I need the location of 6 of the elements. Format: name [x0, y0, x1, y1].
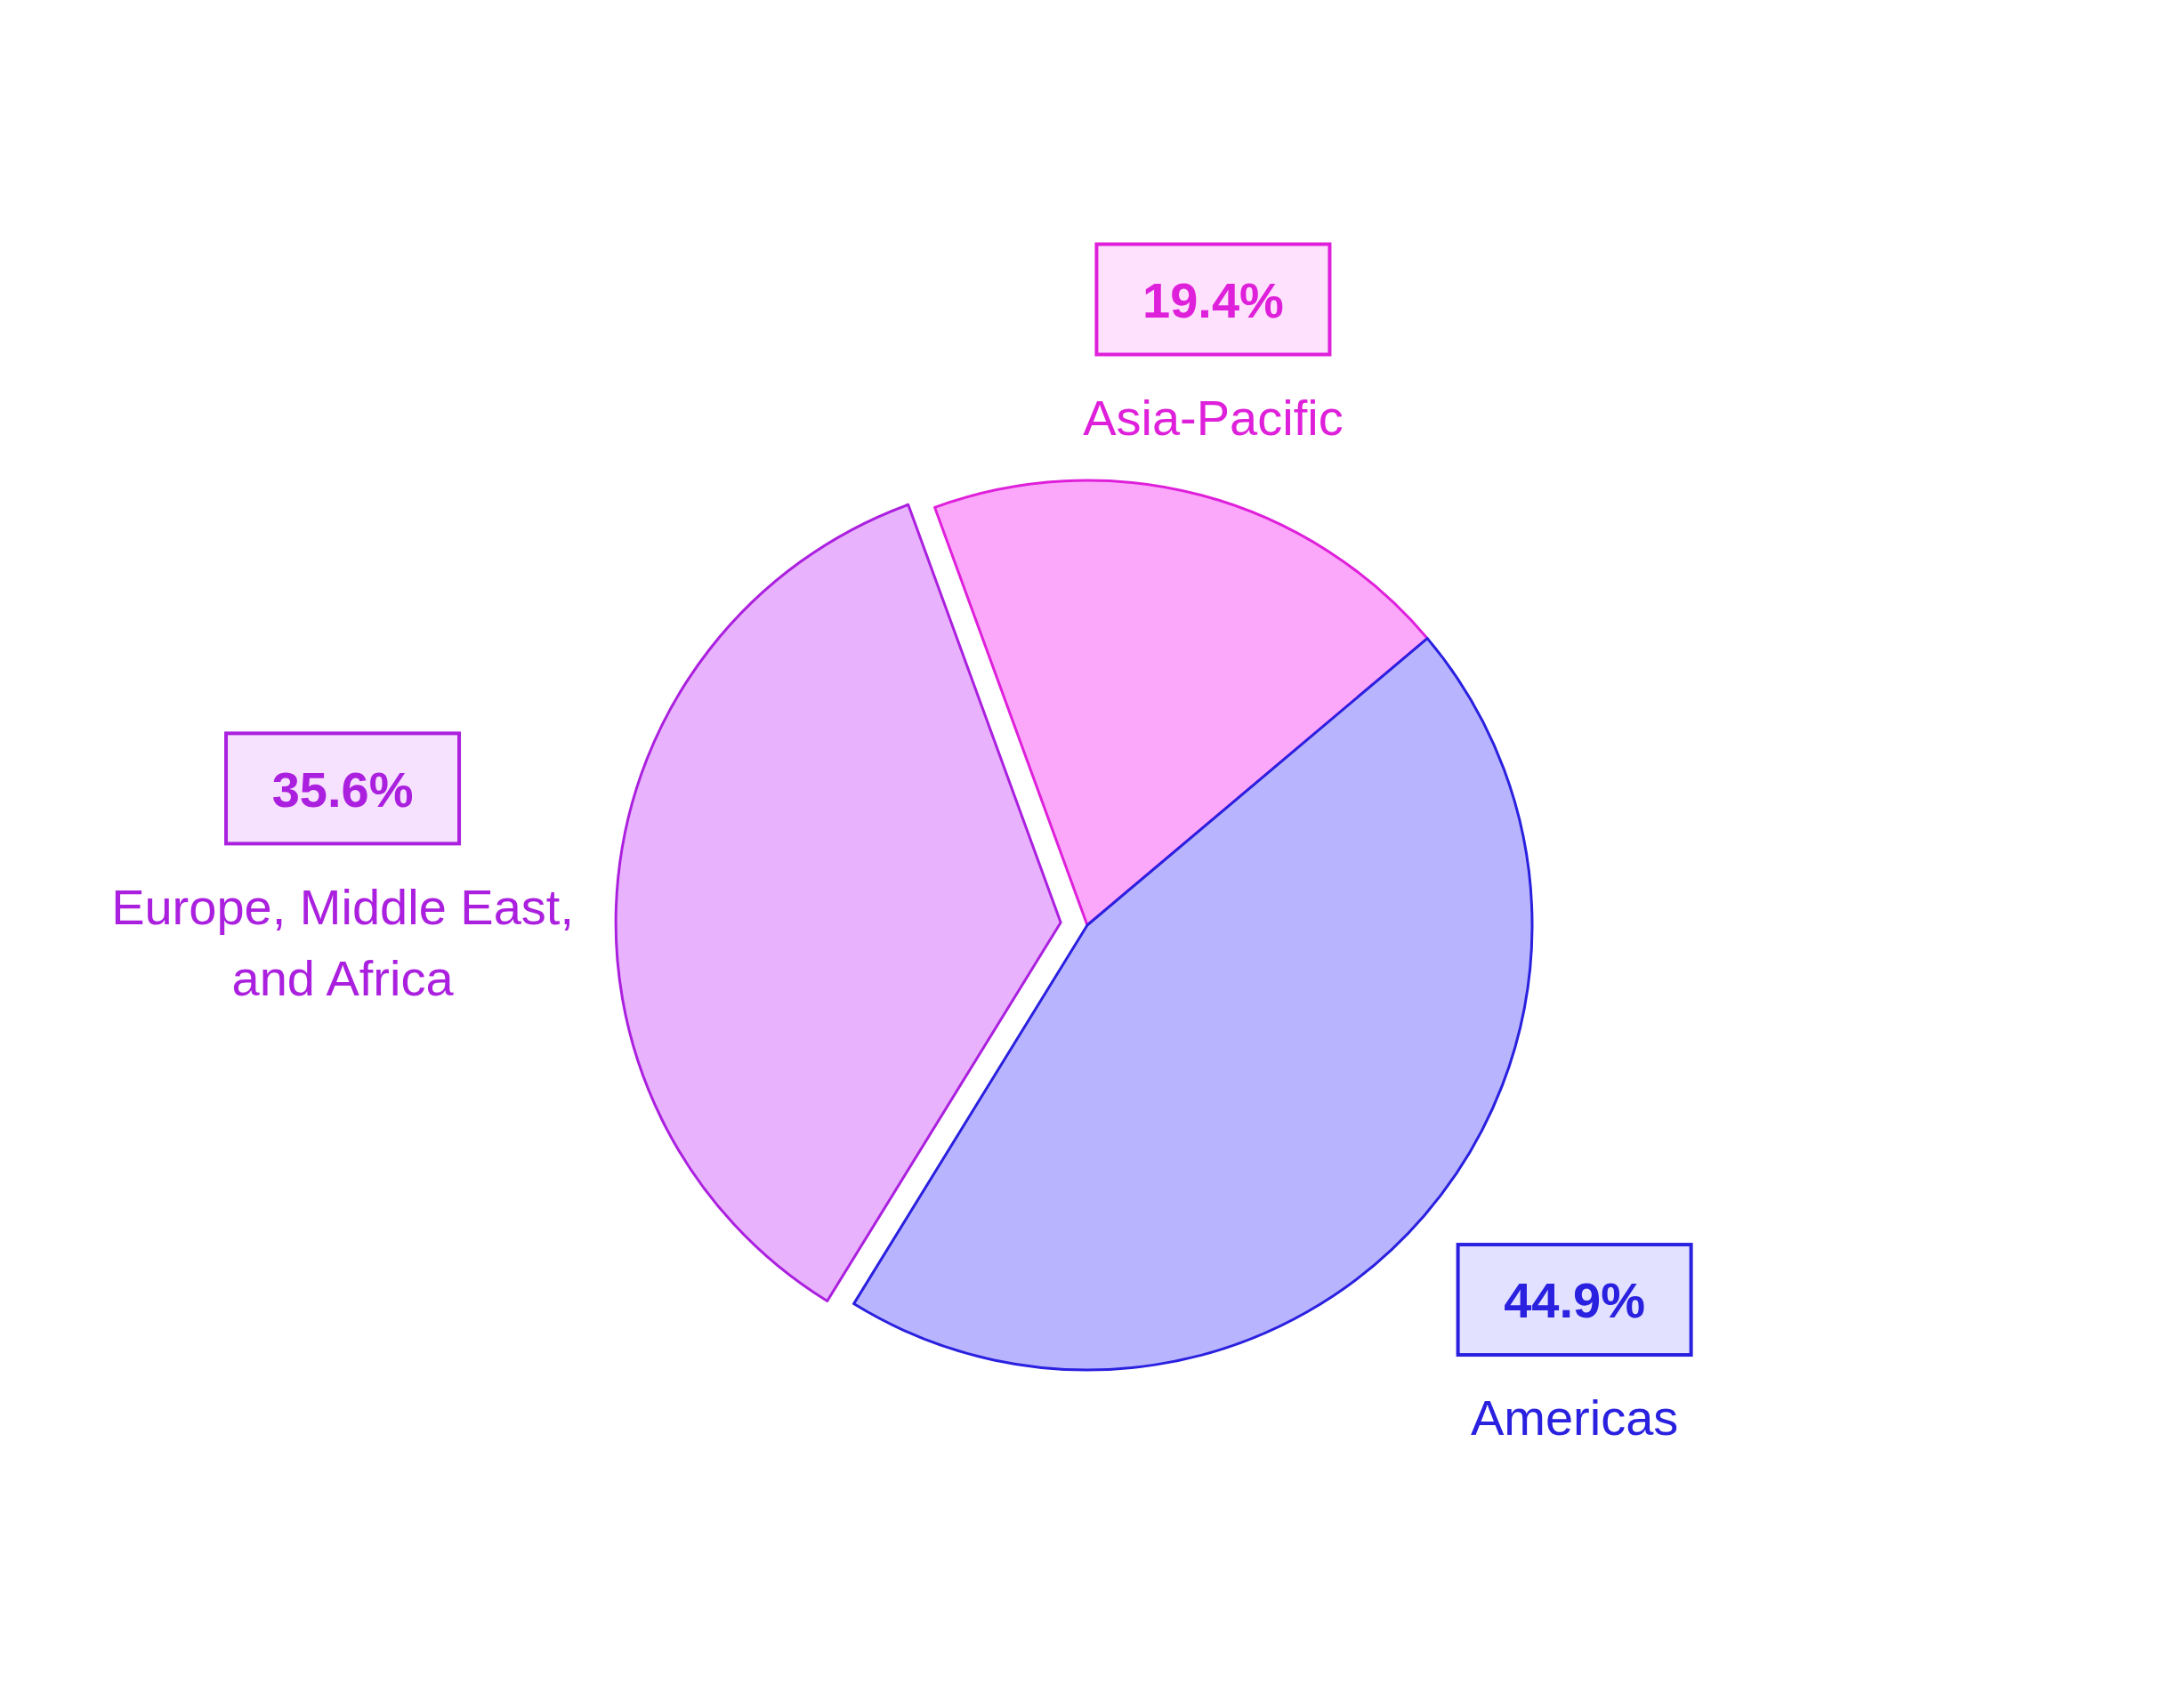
- data-label: 19.4%: [1142, 271, 1284, 328]
- data-label: 35.6%: [271, 761, 414, 818]
- slice-label: Americas: [1470, 1390, 1679, 1446]
- slice-label: Europe, Middle East, and Africa: [111, 878, 574, 1006]
- slice-label: Asia-Pacific: [1083, 389, 1344, 446]
- data-label: 44.9%: [1504, 1272, 1646, 1329]
